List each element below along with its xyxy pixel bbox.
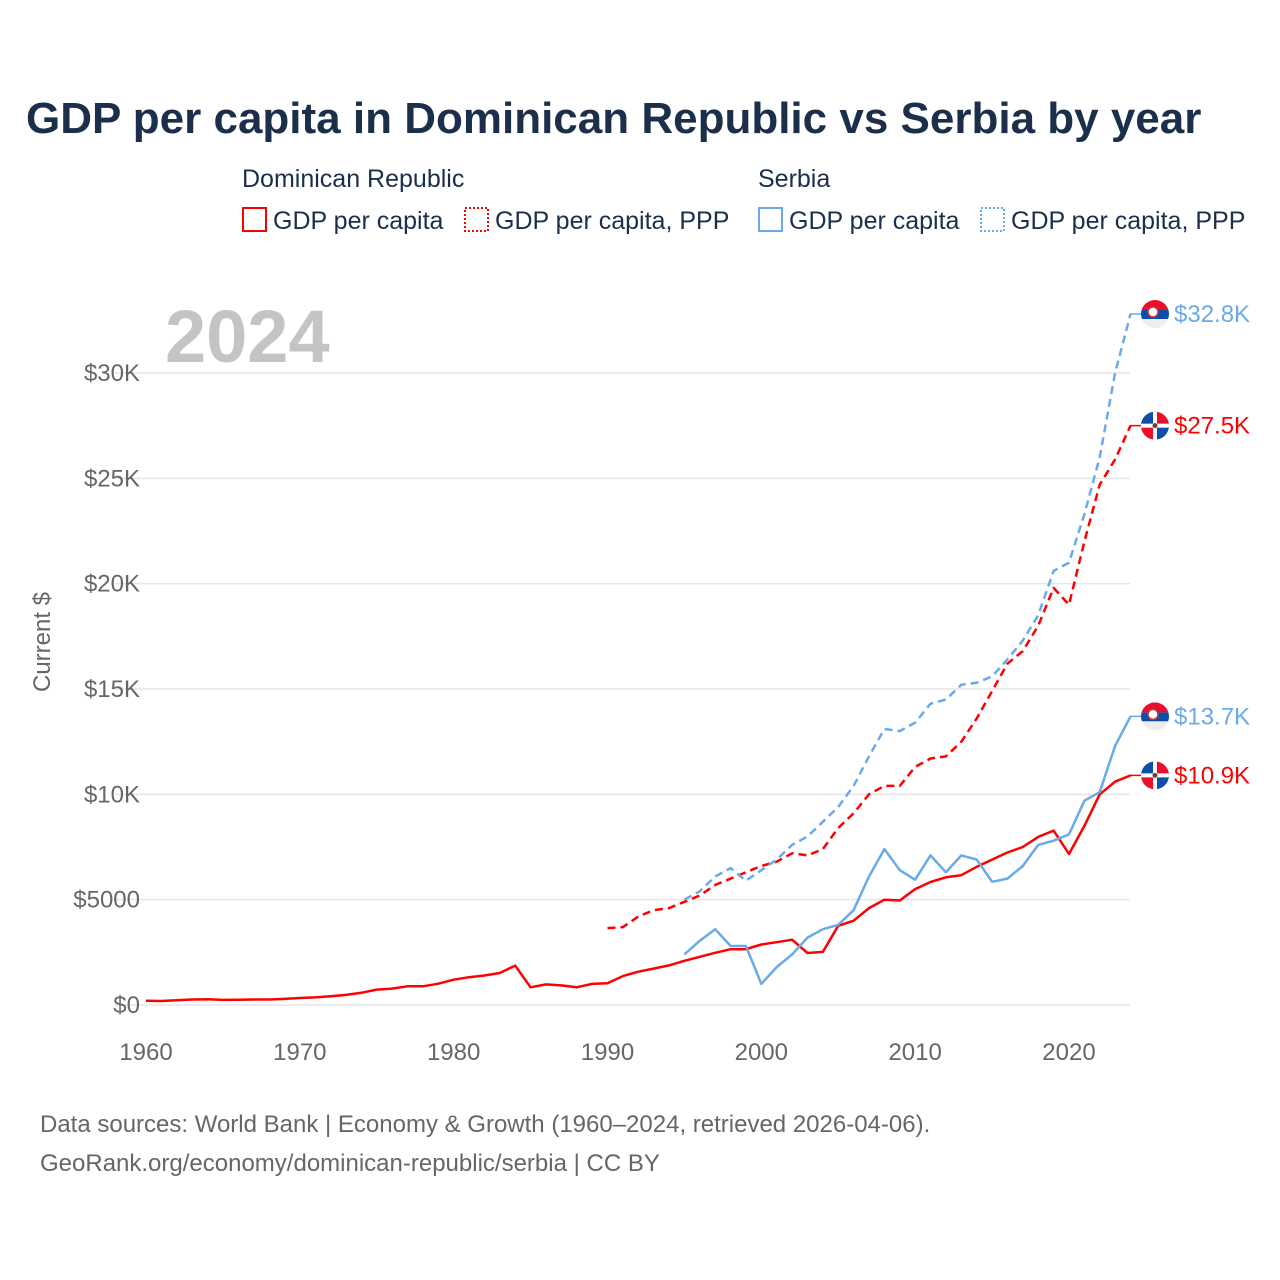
series-line-1 (607, 425, 1132, 930)
legend: Dominican Republic GDP per capita GDP pe… (242, 165, 1245, 235)
legend-item-dr-ppp[interactable]: GDP per capita, PPP (495, 207, 729, 235)
legend-item-serbia-ppp[interactable]: GDP per capita, PPP (1011, 207, 1245, 235)
chart-title: GDP per capita in Dominican Republic vs … (26, 94, 1201, 143)
footer-link[interactable]: GeoRank.org/economy/dominican-republic/s… (40, 1150, 660, 1177)
serbia-flag-icon (1141, 300, 1169, 329)
x-tick-label: 2000 (735, 1039, 788, 1066)
series-line-2 (683, 715, 1132, 986)
series-lines (145, 313, 1132, 1003)
legend-group-serbia: Serbia (758, 165, 830, 193)
end-value-label: $27.5K (1174, 413, 1250, 440)
y-tick-label: $5000 (73, 887, 140, 914)
legend-swatch-dr-gdp[interactable] (242, 207, 267, 232)
x-tick-label: 1990 (581, 1039, 634, 1066)
x-tick-label: 2020 (1042, 1039, 1095, 1066)
footer-source: Data sources: World Bank | Economy & Gro… (40, 1111, 930, 1138)
y-tick-label: $20K (84, 571, 140, 598)
dominican-flag-icon (1141, 411, 1169, 440)
y-tick-label: $15K (84, 676, 140, 703)
year-watermark: 2024 (165, 295, 330, 378)
y-axis-label: Current $ (29, 592, 56, 692)
y-tick-label: $10K (84, 781, 140, 808)
y-tick-label: $0 (113, 992, 140, 1019)
series-line-0 (145, 774, 1131, 1003)
end-value-label: $32.8K (1174, 301, 1250, 328)
end-labels: $10.9K $27.5K $13.7K $32.8K (1130, 300, 1250, 790)
serbia-flag-icon (1141, 702, 1169, 731)
x-tick-label: 1970 (273, 1039, 326, 1066)
legend-group-dr: Dominican Republic (242, 165, 464, 193)
x-tick-label: 2010 (888, 1039, 941, 1066)
x-tick-label: 1980 (427, 1039, 480, 1066)
legend-swatch-serbia-ppp[interactable] (980, 207, 1005, 232)
grid-and-ticks: $0 $5000 $10K $15K $20K $25K $30K 1960 1970 1980 1… (73, 360, 1130, 1066)
legend-swatch-serbia-gdp[interactable] (758, 207, 783, 232)
legend-item-serbia-gdp[interactable]: GDP per capita (789, 207, 960, 235)
end-value-label: $10.9K (1174, 762, 1250, 789)
y-tick-label: $25K (84, 465, 140, 492)
y-tick-label: $30K (84, 360, 140, 387)
legend-item-dr-gdp[interactable]: GDP per capita (273, 207, 444, 235)
x-tick-label: 1960 (119, 1039, 172, 1066)
series-line-3 (683, 313, 1132, 901)
legend-swatch-dr-ppp[interactable] (464, 207, 489, 232)
dominican-flag-icon (1141, 761, 1169, 790)
end-value-label: $13.7K (1174, 703, 1250, 730)
